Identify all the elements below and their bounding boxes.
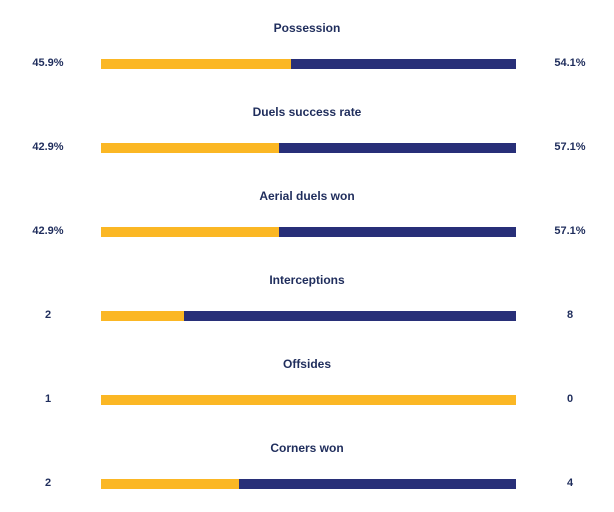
match-stats-panel: Possession 45.9% 54.1% Duels success rat… xyxy=(0,8,614,489)
stat-corners-won: Corners won 2 4 xyxy=(0,428,614,512)
home-bar-segment xyxy=(101,311,184,321)
home-value: 2 xyxy=(44,477,52,489)
home-value: 42.9% xyxy=(32,141,64,153)
home-bar-segment xyxy=(101,479,240,489)
away-value: 57.1% xyxy=(554,141,586,153)
away-bar-segment xyxy=(279,143,516,153)
comparison-bar xyxy=(101,227,516,237)
away-bar-segment xyxy=(239,479,516,489)
stat-title: Duels success rate xyxy=(252,105,362,119)
away-value: 8 xyxy=(566,309,574,321)
home-bar-segment xyxy=(101,395,516,405)
home-value: 1 xyxy=(44,393,52,405)
away-value: 4 xyxy=(566,477,574,489)
home-bar-segment xyxy=(101,143,280,153)
home-value: 42.9% xyxy=(32,225,64,237)
stat-title: Offsides xyxy=(282,357,331,371)
home-value: 2 xyxy=(44,309,52,321)
away-value: 0 xyxy=(566,393,574,405)
stat-possession: Possession 45.9% 54.1% xyxy=(0,8,614,92)
comparison-bar xyxy=(101,143,516,153)
stat-title: Aerial duels won xyxy=(259,189,355,203)
away-bar-segment xyxy=(291,59,516,69)
away-value: 54.1% xyxy=(554,57,586,69)
away-bar-segment xyxy=(184,311,516,321)
comparison-bar xyxy=(101,59,516,69)
stat-title: Interceptions xyxy=(269,273,345,287)
stat-title: Possession xyxy=(273,21,341,35)
comparison-bar xyxy=(101,479,516,489)
away-bar-segment xyxy=(279,227,516,237)
home-value: 45.9% xyxy=(32,57,64,69)
away-value: 57.1% xyxy=(554,225,586,237)
home-bar-segment xyxy=(101,227,280,237)
comparison-bar xyxy=(101,395,516,405)
stat-title: Corners won xyxy=(270,441,344,455)
stat-interceptions: Interceptions 2 8 xyxy=(0,260,614,344)
comparison-bar xyxy=(101,311,516,321)
stat-offsides: Offsides 1 0 xyxy=(0,344,614,428)
stat-aerial-duels-won: Aerial duels won 42.9% 57.1% xyxy=(0,176,614,260)
stat-duels-success-rate: Duels success rate 42.9% 57.1% xyxy=(0,92,614,176)
home-bar-segment xyxy=(101,59,292,69)
